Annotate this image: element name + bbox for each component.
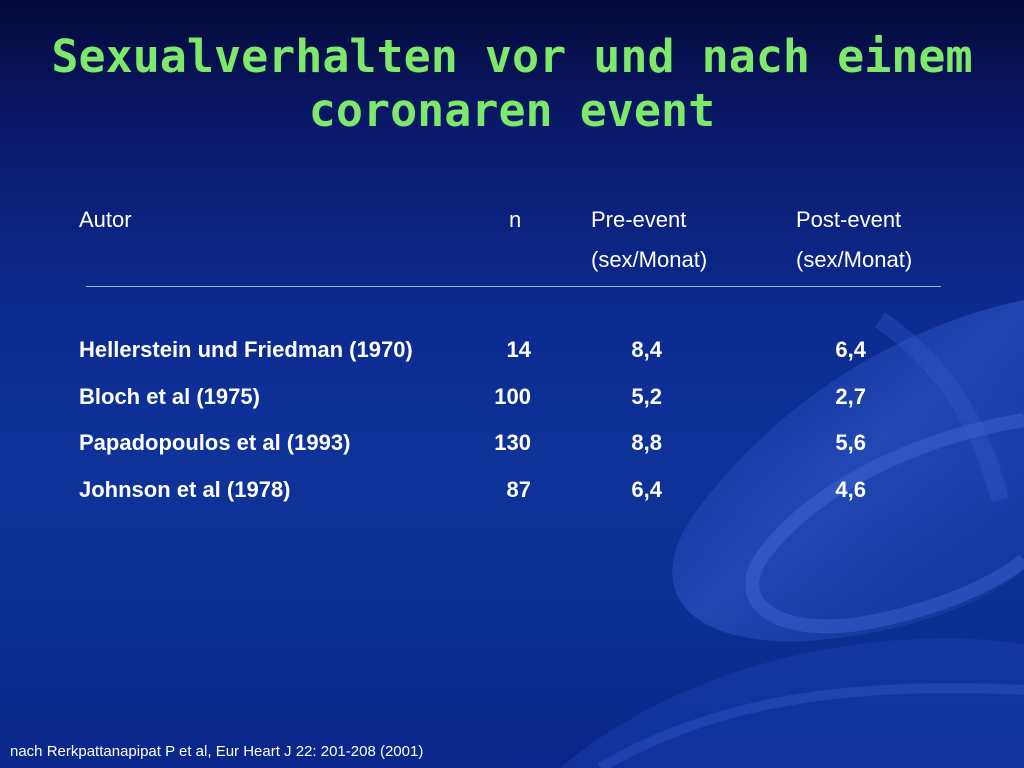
cell-post-event: 2,7 bbox=[835, 384, 866, 409]
header-pre-event-unit: (sex/Monat) bbox=[591, 247, 708, 272]
slide-title-line-2: coronaren event bbox=[308, 84, 716, 137]
cell-post-event: 5,6 bbox=[835, 430, 866, 455]
cell-n: 130 bbox=[494, 430, 531, 455]
cell-post-event: 6,4 bbox=[835, 337, 866, 362]
cell-pre-event: 5,2 bbox=[631, 384, 662, 409]
cell-autor: Johnson et al (1978) bbox=[79, 477, 291, 502]
cell-autor: Bloch et al (1975) bbox=[79, 384, 260, 409]
header-divider bbox=[86, 286, 941, 287]
header-pre-event: Pre-event bbox=[591, 207, 687, 232]
cell-post-event: 4,6 bbox=[835, 477, 866, 502]
slide-title: Sexualverhalten vor und nach einem coron… bbox=[0, 30, 1024, 138]
cell-pre-event: 8,4 bbox=[631, 337, 662, 362]
cell-n: 100 bbox=[494, 384, 531, 409]
cell-pre-event: 6,4 bbox=[631, 477, 662, 502]
table-row: Hellerstein und Friedman (1970) 14 8,4 6… bbox=[79, 335, 949, 365]
header-autor: Autor bbox=[79, 207, 132, 232]
table-row: Johnson et al (1978) 87 6,4 4,6 bbox=[79, 475, 949, 505]
cell-autor: Hellerstein und Friedman (1970) bbox=[79, 337, 413, 362]
cell-n: 87 bbox=[506, 477, 531, 502]
source-citation: nach Rerkpattanapipat P et al, Eur Heart… bbox=[10, 743, 424, 760]
table-row: Bloch et al (1975) 100 5,2 2,7 bbox=[79, 382, 949, 412]
cell-autor: Papadopoulos et al (1993) bbox=[79, 430, 351, 455]
table-row: Papadopoulos et al (1993) 130 8,8 5,6 bbox=[79, 428, 949, 458]
cell-n: 14 bbox=[506, 337, 531, 362]
slide-title-line-1: Sexualverhalten vor und nach einem bbox=[51, 30, 973, 83]
header-post-event: Post-event bbox=[796, 207, 902, 232]
header-n: n bbox=[509, 207, 522, 232]
header-post-event-unit: (sex/Monat) bbox=[796, 247, 913, 272]
cell-pre-event: 8,8 bbox=[631, 430, 662, 455]
